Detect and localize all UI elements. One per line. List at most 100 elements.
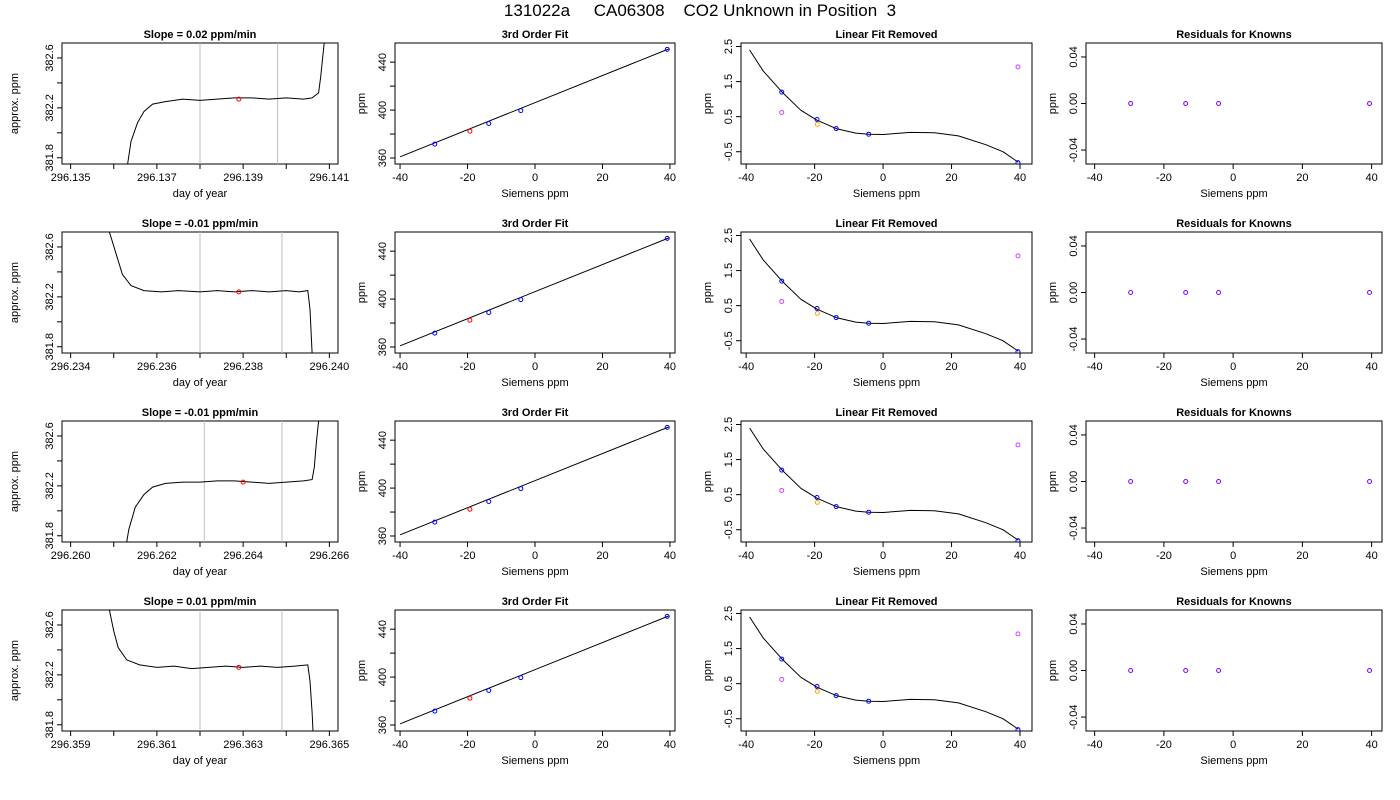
residual-point	[1367, 479, 1373, 484]
x-tick-label: -40	[392, 739, 408, 751]
x-tick-label: 296.240	[309, 361, 349, 373]
y-tick-label: -0.5	[723, 709, 735, 728]
mean-marker	[236, 289, 242, 295]
standard-point	[1015, 538, 1021, 542]
fit-line	[399, 48, 669, 158]
unknown-point	[814, 310, 820, 316]
x-axis-label: Siemens ppm	[501, 566, 568, 578]
x-tick-label: 0	[1230, 550, 1236, 562]
panel-title: Linear Fit Removed	[835, 29, 937, 41]
standard-point	[1015, 349, 1021, 353]
residual-point	[1367, 668, 1373, 673]
y-axis-label: approx. ppm	[9, 262, 21, 323]
y-axis-label: ppm	[1047, 282, 1059, 303]
residual-point	[1128, 101, 1134, 106]
x-axis-label: day of year	[173, 188, 228, 200]
standard-point	[833, 504, 839, 510]
x-tick-label: -20	[1156, 550, 1172, 562]
panel-r1-c2: Linear Fit Removed -40 -20 0 20 40 -0.5 0.5 1.5 2…	[702, 218, 1033, 389]
x-tick-label: 296.363	[223, 739, 263, 751]
y-axis-label: ppm	[702, 660, 714, 681]
y-tick-label: 360	[377, 527, 389, 545]
panel-title: Residuals for Knowns	[1176, 407, 1292, 419]
x-tick-label: 296.264	[223, 550, 263, 562]
plot-area	[126, 421, 320, 542]
y-tick-label: 440	[377, 620, 389, 638]
panel-title: 3rd Order Fit	[502, 29, 569, 41]
standard-point	[518, 297, 524, 303]
panel-r0-c0: Slope = 0.02 ppm/min 296.135 296.137 296.13…	[9, 29, 349, 200]
x-tick-label: -20	[1156, 361, 1172, 373]
x-tick-label: 0	[1230, 172, 1236, 184]
unknown-point	[467, 317, 473, 323]
x-axis-label: Siemens ppm	[1200, 377, 1267, 389]
y-tick-label: 0.5	[723, 676, 735, 691]
x-tick-label: 20	[596, 550, 608, 562]
flagged-point	[1015, 64, 1021, 70]
concentration-trace	[126, 421, 320, 542]
standard-point	[814, 683, 820, 689]
x-tick-label: 20	[945, 550, 957, 562]
plot-area	[399, 613, 670, 725]
x-tick-label: 20	[596, 361, 608, 373]
x-tick-label: 40	[1365, 550, 1377, 562]
x-tick-label: -20	[460, 550, 476, 562]
panel-title: 3rd Order Fit	[502, 596, 569, 608]
standard-point	[518, 108, 524, 114]
y-tick-label: 0.00	[1068, 660, 1080, 681]
residual-curve	[749, 616, 1019, 730]
x-tick-label: -40	[1087, 550, 1103, 562]
x-tick-label: 0	[532, 361, 538, 373]
plot-area	[749, 427, 1021, 542]
x-tick-label: 40	[1014, 172, 1026, 184]
plot-frame	[1085, 231, 1383, 354]
y-tick-label: -0.5	[723, 520, 735, 539]
standard-point	[486, 688, 492, 694]
y-tick-label: 382.6	[44, 611, 56, 639]
x-tick-label: -20	[807, 739, 823, 751]
x-tick-label: 296.262	[137, 550, 177, 562]
x-axis-label: day of year	[173, 377, 228, 389]
plot-frame	[740, 42, 1033, 165]
x-tick-label: 40	[1014, 361, 1026, 373]
x-tick-label: 0	[1230, 739, 1236, 751]
x-tick-label: 40	[1014, 739, 1026, 751]
panel-r2-c0: Slope = -0.01 ppm/min 296.260 296.262 296.2…	[9, 407, 349, 578]
x-tick-label: -40	[738, 739, 754, 751]
panel-r2-c2: Linear Fit Removed -40 -20 0 20 40 -0.5 0.5 1.5 2…	[702, 407, 1033, 578]
plot-frame	[394, 42, 676, 165]
x-axis-label: Siemens ppm	[853, 188, 920, 200]
y-tick-label: 0.04	[1068, 235, 1080, 256]
panel-r2-c3: Residuals for Knowns -40 -20 0 20 40 -0.04 0.00…	[1047, 407, 1383, 578]
residual-point	[1183, 101, 1189, 106]
standard-point	[432, 141, 438, 147]
y-axis-label: ppm	[702, 93, 714, 114]
standard-point	[814, 116, 820, 122]
panel-title: 3rd Order Fit	[502, 407, 569, 419]
plot-area	[1128, 479, 1373, 484]
plot-frame	[394, 231, 676, 354]
fit-line	[399, 237, 669, 347]
x-tick-label: 20	[945, 739, 957, 751]
plot-area	[108, 232, 313, 353]
unknown-point	[814, 688, 820, 694]
y-tick-label: 382.2	[44, 283, 56, 311]
y-axis-label: ppm	[1047, 660, 1059, 681]
y-axis-label: ppm	[702, 471, 714, 492]
standard-point	[814, 494, 820, 500]
standard-point	[866, 131, 872, 137]
residual-point	[1183, 668, 1189, 673]
x-tick-label: 296.135	[51, 172, 91, 184]
x-tick-label: 0	[532, 739, 538, 751]
concentration-trace	[127, 43, 325, 164]
standard-point	[518, 675, 524, 681]
y-tick-label: 0.04	[1068, 613, 1080, 634]
residual-point	[1183, 290, 1189, 295]
y-tick-label: -0.5	[723, 142, 735, 161]
plot-frame	[1085, 420, 1383, 543]
x-tick-label: 0	[880, 361, 886, 373]
panel-title: Slope = 0.01 ppm/min	[144, 596, 257, 608]
y-tick-label: 382.2	[44, 472, 56, 500]
panel-r3-c3: Residuals for Knowns -40 -20 0 20 40 -0.04 0.00…	[1047, 596, 1383, 767]
